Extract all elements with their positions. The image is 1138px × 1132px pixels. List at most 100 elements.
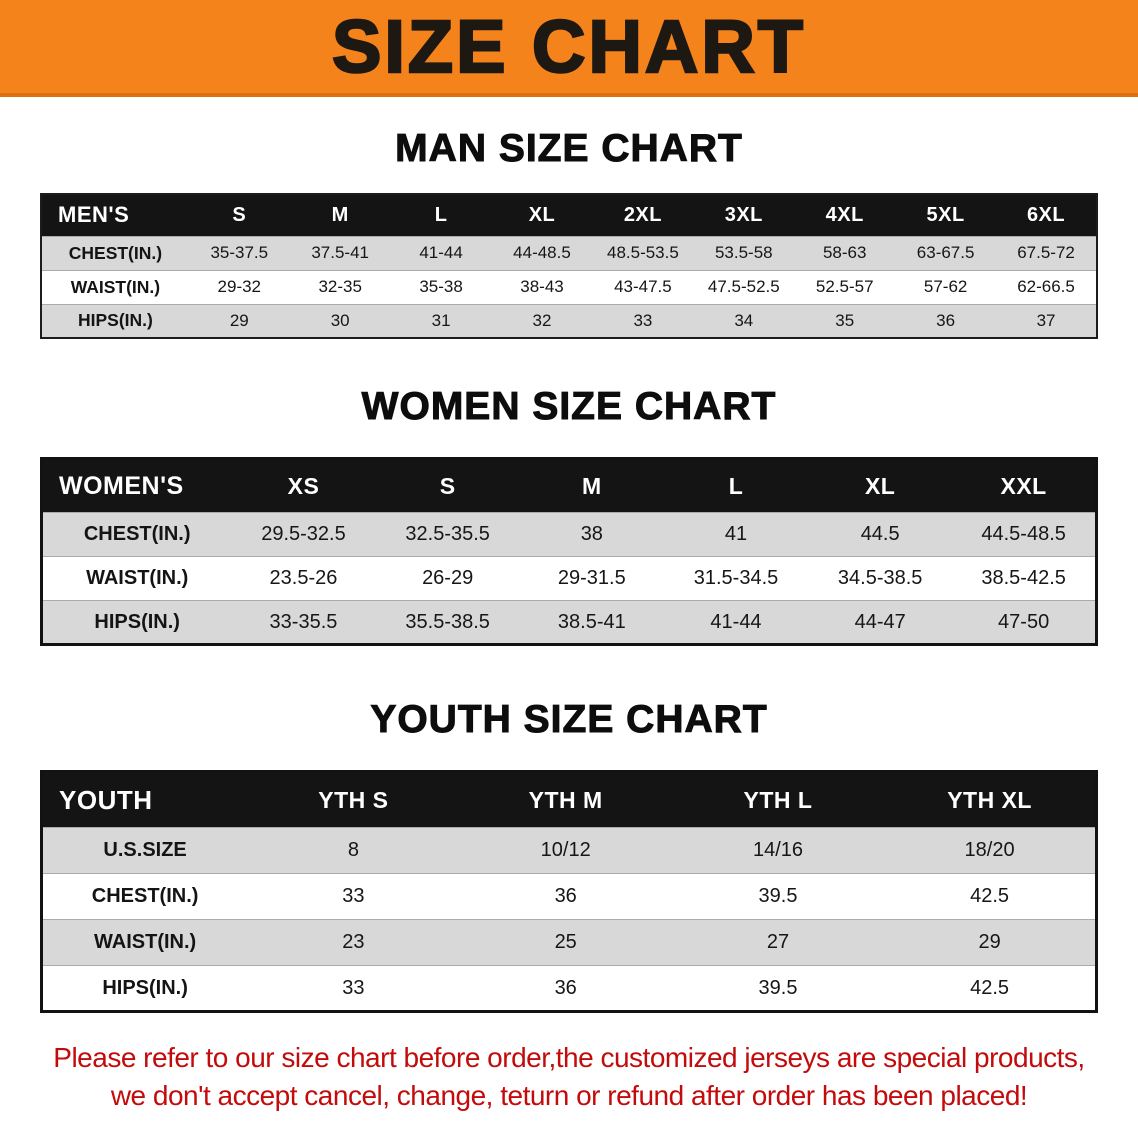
measurement-value-cell: 35-37.5 [188,235,290,270]
size-header-cell: XL [491,194,593,236]
measurement-label-cell: CHEST(IN.) [41,235,189,270]
measurement-label-cell: U.S.SIZE [41,827,248,874]
measurement-value-cell: 42.5 [884,873,1097,920]
size-table-header-row: WOMEN'S XS S M L XL XXL [41,458,1097,513]
disclaimer-line-2: we don't accept cancel, change, teturn o… [110,1079,1028,1111]
table-row: U.S.SIZE 8 10/12 14/16 18/20 [41,827,1097,874]
measurement-value-cell: 36 [459,965,672,1012]
measurement-value-cell: 33-35.5 [231,600,376,645]
measurement-value-cell: 35.5-38.5 [375,600,520,645]
table-title-cell: MEN'S [41,194,189,236]
table-row: CHEST(IN.) 33 36 39.5 42.5 [41,873,1097,920]
table-row: WAIST(IN.) 23.5-26 26-29 29-31.5 31.5-34.5 34… [41,556,1097,601]
table-row: HIPS(IN.) 33-35.5 35.5-38.5 38.5-41 41-44 44-… [41,600,1097,645]
measurement-value-cell: 35 [794,303,896,338]
table-row: CHEST(IN.) 35-37.5 37.5-41 41-44 44-48.5 48.5… [41,235,1097,270]
measurement-value-cell: 26-29 [375,556,520,601]
measurement-value-cell: 44.5 [808,512,953,557]
women-size-section: WOMEN SIZE CHART WOMEN'S XS S M L XL XXL CHEST(… [0,385,1138,646]
measurement-value-cell: 33 [247,965,460,1012]
measurement-value-cell: 41-44 [663,600,809,645]
size-header-cell: XXL [952,458,1097,513]
measurement-value-cell: 37.5-41 [289,235,391,270]
size-header-cell: YTH XL [884,771,1097,828]
measurement-value-cell: 44-47 [808,600,953,645]
women-size-table-wrap: WOMEN'S XS S M L XL XXL CHEST(IN.) 29.5-32.5 32.5… [40,457,1098,646]
size-header-cell: 4XL [794,194,896,236]
measurement-value-cell: 41-44 [390,235,492,270]
measurement-value-cell: 35-38 [390,269,492,304]
measurement-value-cell: 39.5 [671,965,885,1012]
size-header-cell: 2XL [592,194,694,236]
measurement-value-cell: 8 [247,827,460,874]
measurement-value-cell: 67.5-72 [996,235,1097,270]
measurement-value-cell: 57-62 [895,269,997,304]
size-header-cell: 6XL [996,194,1097,236]
disclaimer-line-1: Please refer to our size chart before or… [53,1042,1085,1073]
measurement-value-cell: 62-66.5 [996,269,1097,304]
measurement-value-cell: 18/20 [884,827,1097,874]
table-row: CHEST(IN.) 29.5-32.5 32.5-35.5 38 41 44.5 44.5… [41,512,1097,557]
measurement-value-cell: 23.5-26 [231,556,376,601]
measurement-value-cell: 38.5-42.5 [952,556,1097,601]
youth-size-table-wrap: YOUTH YTH S YTH M YTH L YTH XL U.S.SIZE 8 10/12… [40,770,1098,1013]
size-header-cell: XL [808,458,953,513]
size-header-cell: XS [231,458,376,513]
measurement-value-cell: 29-31.5 [519,556,664,601]
men-size-table: MEN'S S M L XL 2XL 3XL 4XL 5XL 6XL CHEST(IN.) 35-37… [40,193,1098,339]
disclaimer-note: Please refer to our size chart before or… [0,1039,1138,1115]
size-header-cell: S [188,194,290,236]
size-header-cell: L [390,194,492,236]
measurement-value-cell: 38.5-41 [519,600,664,645]
banner-title: SIZE CHART [331,4,806,88]
size-table-header-row: MEN'S S M L XL 2XL 3XL 4XL 5XL 6XL [41,194,1097,236]
size-header-cell: YTH M [459,771,672,828]
measurement-value-cell: 23 [247,919,460,966]
measurement-value-cell: 14/16 [671,827,885,874]
measurement-value-cell: 39.5 [671,873,885,920]
measurement-value-cell: 63-67.5 [895,235,997,270]
measurement-label-cell: HIPS(IN.) [41,965,248,1012]
measurement-value-cell: 52.5-57 [794,269,896,304]
measurement-label-cell: CHEST(IN.) [41,873,248,920]
size-header-cell: YTH L [671,771,885,828]
measurement-value-cell: 34.5-38.5 [808,556,953,601]
measurement-label-cell: WAIST(IN.) [41,269,189,304]
measurement-value-cell: 37 [996,303,1097,338]
measurement-value-cell: 36 [895,303,997,338]
measurement-value-cell: 33 [592,303,694,338]
table-row: WAIST(IN.) 23 25 27 29 [41,919,1097,966]
table-row: WAIST(IN.) 29-32 32-35 35-38 38-43 43-47.5 47.… [41,269,1097,304]
size-header-cell: M [289,194,391,236]
size-header-cell: L [663,458,809,513]
size-header-cell: M [519,458,664,513]
measurement-value-cell: 58-63 [794,235,896,270]
measurement-value-cell: 30 [289,303,391,338]
measurement-value-cell: 10/12 [459,827,672,874]
measurement-value-cell: 44.5-48.5 [952,512,1097,557]
youth-size-table: YOUTH YTH S YTH M YTH L YTH XL U.S.SIZE 8 10/12… [40,770,1098,1013]
measurement-value-cell: 36 [459,873,672,920]
men-section-heading: MAN SIZE CHART [395,127,743,171]
measurement-value-cell: 29-32 [188,269,290,304]
measurement-value-cell: 53.5-58 [693,235,795,270]
size-chart-banner: SIZE CHART [0,0,1138,97]
measurement-value-cell: 29 [188,303,290,338]
measurement-value-cell: 44-48.5 [491,235,593,270]
size-table-header-row: YOUTH YTH S YTH M YTH L YTH XL [41,771,1097,828]
measurement-label-cell: CHEST(IN.) [41,512,232,557]
men-size-section: MAN SIZE CHART MEN'S S M L XL 2XL 3XL 4XL 5XL 6XL… [0,127,1138,339]
table-title-cell: YOUTH [41,771,248,828]
measurement-label-cell: WAIST(IN.) [41,556,232,601]
measurement-value-cell: 42.5 [884,965,1097,1012]
measurement-value-cell: 27 [671,919,885,966]
measurement-value-cell: 41 [663,512,809,557]
size-header-cell: YTH S [247,771,460,828]
measurement-label-cell: HIPS(IN.) [41,600,232,645]
men-size-table-wrap: MEN'S S M L XL 2XL 3XL 4XL 5XL 6XL CHEST(IN.) 35-37… [40,193,1098,339]
table-row: HIPS(IN.) 33 36 39.5 42.5 [41,965,1097,1012]
measurement-value-cell: 38-43 [491,269,593,304]
measurement-value-cell: 32-35 [289,269,391,304]
measurement-value-cell: 29 [884,919,1097,966]
table-title-cell: WOMEN'S [41,458,232,513]
